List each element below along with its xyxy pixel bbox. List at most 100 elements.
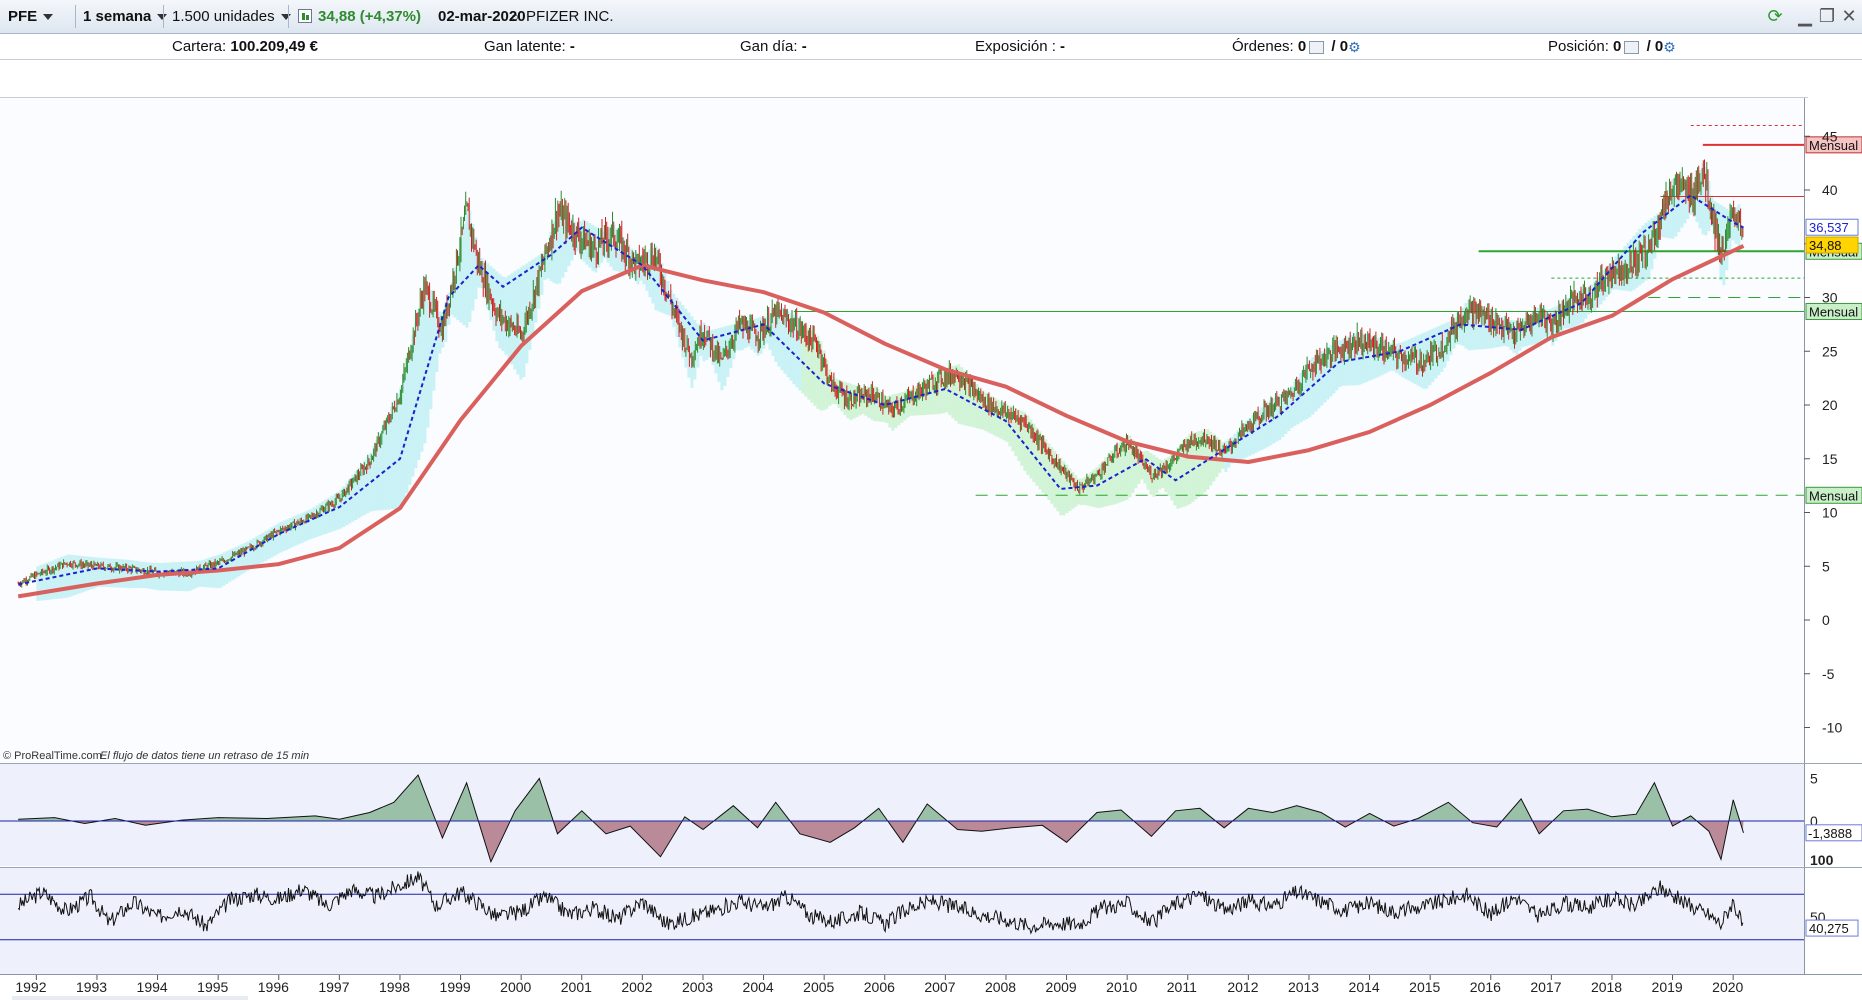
cloud-segment xyxy=(1398,342,1402,376)
cloud-segment xyxy=(1314,355,1318,412)
rsi-tick-label: 100 xyxy=(1810,852,1834,868)
cloud-segment xyxy=(333,493,337,531)
main-panel-bg xyxy=(0,98,1804,762)
cloud-segment xyxy=(1254,412,1258,453)
cloud-segment xyxy=(1215,437,1219,477)
cloud-segment xyxy=(1248,417,1252,456)
cloud-segment xyxy=(1230,437,1234,464)
cloud-segment xyxy=(168,562,172,591)
cloud-segment xyxy=(1035,427,1039,486)
cloud-segment xyxy=(513,271,517,370)
cloud-segment xyxy=(438,311,442,354)
symbol-selector[interactable]: PFE xyxy=(8,0,54,33)
cloud-segment xyxy=(828,369,832,406)
cartera-value: 100.209,49 € xyxy=(230,38,318,55)
cloud-segment xyxy=(951,366,955,419)
x-tick-label: 1994 xyxy=(137,979,168,995)
data-delay-note: El flujo de datos tiene un retraso de 15… xyxy=(100,750,309,762)
cloud-segment xyxy=(1536,307,1540,344)
cloud-segment xyxy=(279,521,283,553)
cloud-segment xyxy=(1590,284,1594,312)
cloud-segment xyxy=(519,267,523,380)
cloud-segment xyxy=(750,319,754,350)
gan-dia-value: - xyxy=(801,38,807,55)
cloud-segment xyxy=(1239,426,1243,460)
cloud-segment xyxy=(561,207,565,278)
cloud-segment xyxy=(408,348,412,485)
cloud-segment xyxy=(819,341,823,411)
cloud-segment xyxy=(1581,289,1585,323)
cloud-segment xyxy=(1053,450,1057,508)
cloud-segment xyxy=(402,375,406,502)
cloud-segment xyxy=(942,368,946,414)
cloud-segment xyxy=(414,321,418,469)
cloud-segment xyxy=(624,240,628,274)
cloud-segment xyxy=(117,559,121,588)
cloud-segment xyxy=(1197,431,1201,498)
cloud-segment xyxy=(984,392,988,432)
cloud-segment xyxy=(1173,451,1177,506)
cloud-segment xyxy=(1275,395,1279,442)
cloud-segment xyxy=(1005,404,1009,442)
cloud-segment xyxy=(183,561,187,592)
cloud-segment xyxy=(798,319,802,391)
cloud-segment xyxy=(357,467,361,519)
minimize-icon[interactable]: ▁ xyxy=(1798,6,1812,26)
cloud-segment xyxy=(876,388,880,422)
cloud-segment xyxy=(687,312,691,378)
cloud-segment xyxy=(1347,336,1351,386)
gear-icon[interactable]: ⚙ xyxy=(1663,38,1676,55)
x-tick-label: 1999 xyxy=(440,979,471,995)
cloud-segment xyxy=(510,273,514,365)
cloud-segment xyxy=(1731,212,1735,241)
cloud-segment xyxy=(84,556,88,592)
oscillator-value-label: -1,3888 xyxy=(1808,826,1852,841)
quantity-selector[interactable]: 1.500 unidades xyxy=(172,0,291,33)
cloud-segment xyxy=(1050,447,1054,504)
cloud-segment xyxy=(1257,409,1261,452)
cloud-segment xyxy=(1548,309,1552,341)
ordenes-field[interactable]: Órdenes: 0 / 0⚙ xyxy=(1232,34,1361,59)
oscillator-tick-label: 0 xyxy=(1810,813,1818,829)
gear-icon[interactable]: ⚙ xyxy=(1348,38,1361,55)
y-tick-label: 30 xyxy=(1822,290,1838,306)
cloud-segment xyxy=(60,556,64,599)
level-tag xyxy=(1805,136,1862,154)
price-change: 34,88 (+4,37%) xyxy=(318,8,421,25)
x-tick-label: 2012 xyxy=(1227,979,1258,995)
restore-icon[interactable]: ❐ xyxy=(1818,6,1836,26)
cloud-segment xyxy=(657,254,661,312)
ordenes-label: Órdenes: xyxy=(1232,38,1294,55)
rsi-panel-bg xyxy=(0,868,1804,974)
refresh-icon[interactable]: ⟳ xyxy=(1767,6,1783,26)
cloud-segment xyxy=(399,387,403,509)
positions-list-icon[interactable] xyxy=(1624,40,1640,54)
cloud-segment xyxy=(1170,454,1174,501)
cloud-segment xyxy=(282,520,286,552)
timeframe-selector[interactable]: 1 semana xyxy=(83,0,168,33)
x-tick-label: 2008 xyxy=(985,979,1016,995)
cloud-segment xyxy=(471,223,475,311)
cloud-segment xyxy=(816,335,820,409)
cloud-segment xyxy=(351,475,355,522)
cloud-segment xyxy=(1044,439,1048,497)
cloud-segment xyxy=(264,530,268,561)
x-tick-label: 1993 xyxy=(76,979,107,995)
cloud-segment xyxy=(90,556,94,589)
cloud-segment xyxy=(1416,335,1420,386)
posicion-field[interactable]: Posición: 0 / 0⚙ xyxy=(1548,34,1676,59)
cloud-segment xyxy=(735,323,739,351)
close-icon[interactable]: ✕ xyxy=(1841,6,1857,26)
cloud-segment xyxy=(930,375,934,415)
cloud-segment xyxy=(786,311,790,378)
price-info-icon[interactable] xyxy=(298,9,312,23)
x-tick-label: 2004 xyxy=(743,979,774,995)
orders-list-icon[interactable] xyxy=(1309,40,1325,54)
horizontal-scrollbar[interactable] xyxy=(12,996,248,1000)
cloud-segment xyxy=(504,277,508,355)
cloud-segment xyxy=(1020,410,1024,466)
instrument-name: PFIZER INC. xyxy=(526,8,614,25)
cloud-segment xyxy=(324,499,328,534)
cloud-segment xyxy=(288,518,292,549)
